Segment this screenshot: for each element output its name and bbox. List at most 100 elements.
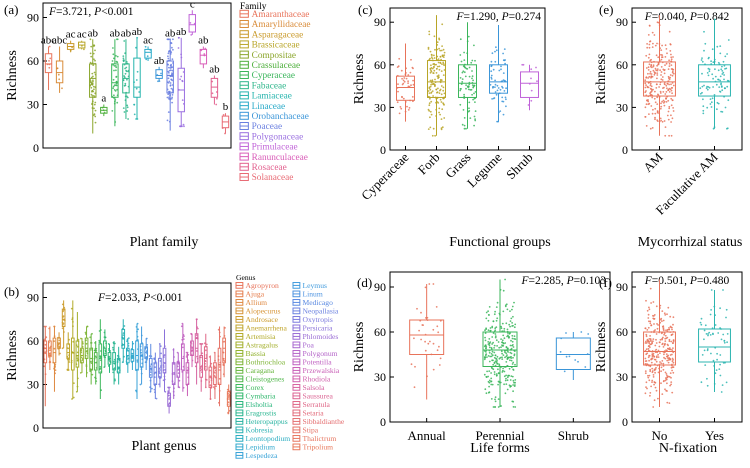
data-point	[667, 306, 670, 309]
data-point	[670, 64, 673, 66]
sig-letter: a	[101, 93, 106, 105]
data-point	[137, 328, 140, 331]
box-b-15	[112, 341, 117, 385]
data-point	[506, 379, 509, 382]
y-tick-label: 0	[622, 143, 628, 157]
data-point	[502, 72, 505, 74]
data-point	[514, 381, 516, 384]
data-point	[711, 48, 714, 51]
legend-label: Fabaceae	[252, 81, 287, 91]
data-point	[670, 58, 673, 61]
data-point	[92, 64, 95, 66]
data-point	[502, 113, 505, 116]
data-point	[438, 68, 441, 71]
data-point	[98, 339, 101, 342]
data-point	[700, 323, 703, 326]
data-point	[89, 38, 92, 41]
data-point	[654, 107, 657, 110]
data-point	[487, 319, 490, 322]
data-point	[409, 71, 412, 74]
data-point	[441, 126, 444, 129]
sig-letter: ac	[66, 29, 76, 41]
data-point	[719, 363, 721, 366]
data-point	[706, 106, 709, 109]
data-point	[228, 394, 230, 397]
data-point	[170, 78, 173, 81]
data-point	[668, 327, 670, 329]
legend-item: Cymbaria	[235, 392, 276, 401]
data-point	[490, 347, 493, 349]
data-point	[671, 326, 673, 329]
legend-label: Orobanchaceae	[252, 112, 309, 122]
data-point	[661, 393, 664, 395]
data-point	[652, 88, 654, 91]
data-point	[492, 341, 494, 344]
data-point	[495, 306, 498, 308]
data-point	[648, 342, 651, 345]
data-point	[430, 100, 433, 103]
data-point	[504, 392, 507, 395]
data-point	[662, 380, 665, 383]
data-point	[705, 87, 708, 90]
legend-item: Kobresia	[235, 426, 274, 435]
data-point	[92, 90, 95, 93]
data-point	[113, 362, 115, 364]
data-point	[490, 74, 493, 77]
data-point	[502, 334, 505, 337]
data-point	[708, 70, 711, 73]
data-point	[723, 87, 726, 89]
data-point	[168, 80, 171, 83]
data-point	[662, 365, 665, 367]
data-point	[488, 351, 491, 354]
data-point	[402, 97, 405, 100]
legend-item: Sibbaldianthe	[292, 417, 345, 426]
x-axis-title: Life forms	[470, 441, 529, 456]
data-point	[94, 109, 97, 112]
panel-label: (e)	[599, 2, 613, 17]
data-point	[726, 333, 729, 335]
data-point	[651, 127, 654, 129]
data-point	[215, 103, 218, 106]
data-point	[195, 334, 198, 336]
data-point	[663, 72, 666, 75]
data-point	[439, 62, 442, 64]
data-point	[92, 85, 95, 88]
data-point	[218, 366, 221, 368]
data-point	[663, 120, 666, 122]
box-iqr	[199, 355, 204, 378]
data-point	[442, 61, 445, 64]
data-point	[655, 87, 658, 89]
data-point	[666, 328, 669, 331]
data-point	[644, 106, 647, 109]
data-point	[645, 381, 648, 384]
data-point	[507, 335, 510, 338]
legend-label: Eragrostis	[246, 409, 277, 418]
y-tick-label: 90	[27, 11, 39, 25]
box-iqr	[44, 53, 53, 74]
data-point	[398, 57, 401, 60]
data-point	[653, 34, 656, 36]
data-point	[668, 338, 671, 341]
data-point	[487, 310, 489, 313]
data-point	[669, 88, 672, 91]
data-point	[91, 83, 94, 86]
data-point	[672, 107, 674, 109]
data-point	[648, 345, 650, 347]
data-point	[488, 391, 491, 394]
data-point	[660, 362, 663, 365]
data-point	[500, 346, 502, 349]
data-point	[93, 349, 96, 352]
data-point	[463, 51, 465, 54]
data-point	[410, 363, 413, 366]
legend-item: Potentilla	[292, 358, 332, 367]
data-point	[502, 342, 505, 345]
y-tick-label: 60	[616, 58, 628, 72]
data-point	[496, 345, 498, 347]
data-point	[647, 69, 650, 71]
data-point	[486, 370, 488, 373]
box-b-2	[52, 325, 57, 392]
data-point	[200, 49, 203, 52]
data-point	[671, 328, 673, 331]
sig-letter: c	[190, 0, 195, 10]
data-point	[70, 307, 73, 310]
